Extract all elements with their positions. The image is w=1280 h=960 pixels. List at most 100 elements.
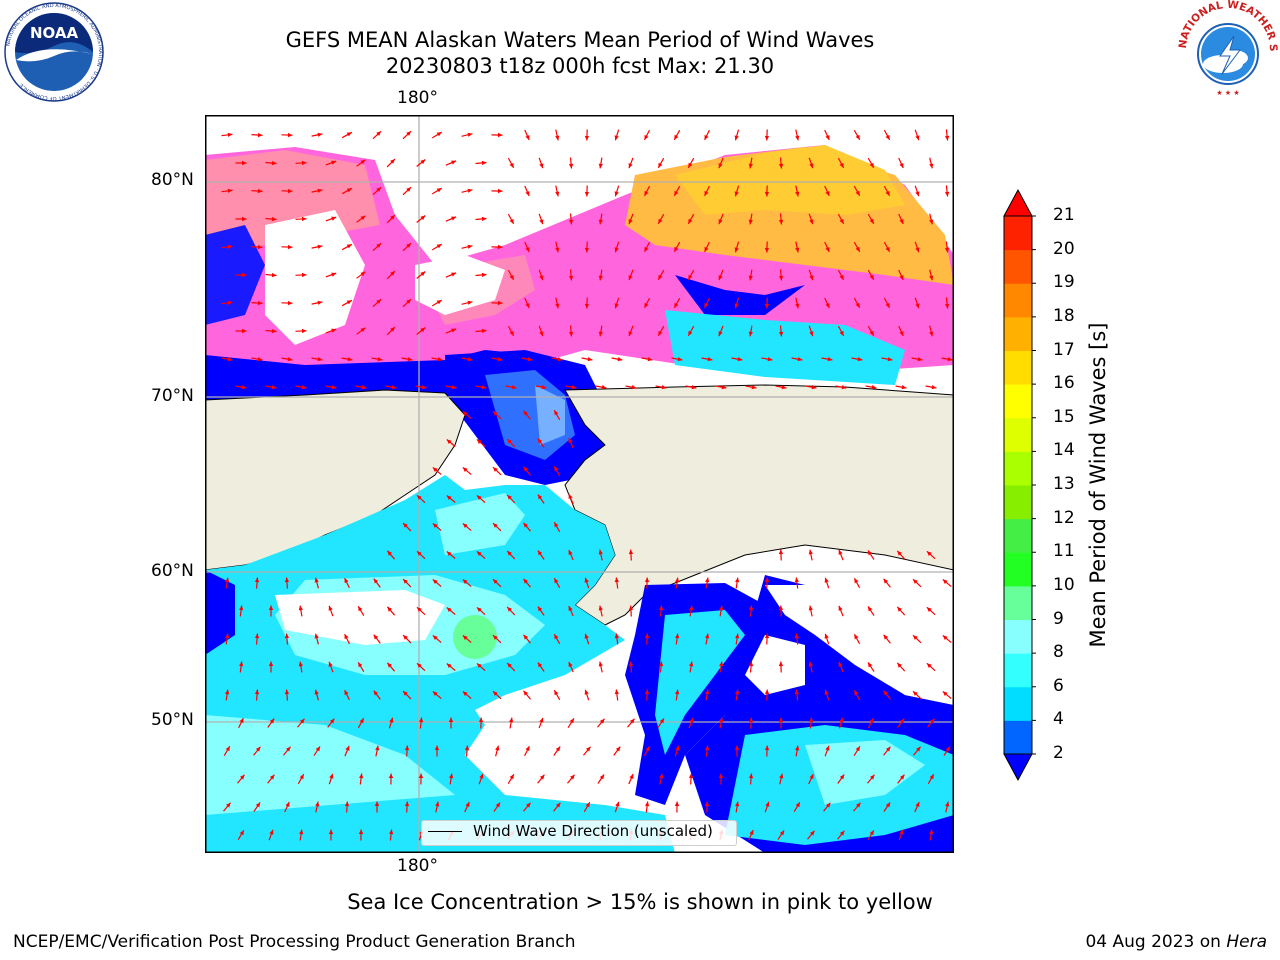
wind-wave-arrow [268, 605, 274, 617]
wind-wave-arrow [598, 213, 603, 225]
wind-wave-arrow [883, 634, 891, 644]
wind-wave-arrow [553, 802, 561, 812]
wind-wave-arrow [926, 550, 936, 560]
colorbar-segment [1004, 619, 1032, 654]
wind-wave-arrow [507, 157, 515, 169]
wind-wave-arrow [689, 661, 694, 673]
wind-wave-arrow [584, 185, 590, 197]
wind-wave-arrow [373, 634, 381, 644]
wind-wave-arrow [824, 185, 830, 197]
wind-wave-arrow [506, 606, 516, 616]
wind-wave-arrow [628, 157, 634, 169]
wind-wave-arrow [883, 690, 891, 700]
wind-wave-arrow [431, 131, 443, 139]
colorbar-tick-label: 17 [1053, 339, 1075, 360]
wind-wave-arrow [221, 300, 233, 305]
wind-wave-arrow [914, 129, 920, 141]
wind-wave-arrow [883, 297, 891, 309]
wind-wave-arrow [402, 242, 412, 252]
wind-wave-arrow [927, 773, 935, 785]
wind-wave-arrow [838, 661, 844, 673]
wind-wave-arrow [628, 661, 634, 673]
wind-wave-arrow [719, 605, 724, 617]
wind-wave-arrow [524, 185, 530, 197]
wind-wave-arrow [644, 689, 650, 701]
wind-wave-arrow [911, 357, 923, 362]
wind-wave-arrow [658, 605, 664, 617]
wind-wave-arrow [675, 633, 680, 645]
wind-wave-arrow [824, 689, 830, 701]
wind-wave-arrow [328, 605, 334, 617]
wind-wave-arrow [416, 159, 426, 167]
colorbar-segment [1004, 283, 1032, 318]
wind-wave-arrow [734, 129, 740, 141]
wind-wave-arrow [506, 494, 516, 504]
wind-wave-arrow [225, 577, 230, 589]
wind-wave-arrow [524, 241, 530, 253]
wind-wave-arrow [445, 160, 457, 166]
wind-wave-arrow [237, 829, 245, 841]
wind-wave-arrow [808, 213, 814, 225]
wind-wave-arrow [837, 269, 845, 281]
wind-wave-arrow [808, 773, 814, 785]
wind-wave-arrow [235, 385, 247, 390]
wind-wave-arrow [237, 774, 245, 784]
wind-wave-arrow [281, 188, 293, 194]
wind-wave-arrow [251, 357, 263, 362]
wind-wave-arrow [778, 157, 784, 169]
wind-wave-arrow [492, 522, 502, 532]
wind-wave-arrow [704, 185, 710, 197]
wind-wave-arrow [235, 272, 247, 278]
wind-wave-arrow [821, 357, 833, 362]
wind-wave-arrow [795, 297, 800, 309]
wind-wave-arrow [641, 357, 653, 362]
wind-wave-arrow [778, 213, 784, 225]
wind-wave-arrow [839, 717, 844, 729]
wind-wave-arrow [734, 241, 740, 253]
wind-wave-arrow [491, 244, 503, 250]
wind-wave-arrow [265, 272, 277, 278]
wind-wave-arrow [883, 241, 891, 253]
colorbar-segment [1004, 518, 1032, 553]
wind-wave-arrow [883, 746, 891, 756]
wind-wave-arrow [568, 437, 574, 449]
wind-wave-arrow [628, 325, 634, 337]
wind-wave-arrow [389, 829, 394, 841]
wind-wave-arrow [675, 689, 680, 701]
wind-wave-arrow [945, 801, 950, 813]
wind-wave-arrow [401, 357, 413, 362]
wind-wave-arrow [865, 385, 877, 390]
wind-wave-arrow [267, 718, 275, 728]
wind-wave-arrow [914, 185, 920, 197]
wind-wave-arrow [824, 577, 830, 589]
wind-wave-arrow [735, 801, 740, 813]
wind-wave-arrow [568, 549, 574, 561]
wind-wave-arrow [356, 159, 366, 167]
wind-wave-arrow [445, 385, 457, 390]
wind-wave-arrow [794, 689, 799, 701]
colorbar-tick-label: 9 [1053, 608, 1064, 629]
wind-wave-arrow [584, 129, 590, 141]
colorbar-segment [1004, 417, 1032, 452]
wind-wave-arrow [898, 829, 904, 841]
wind-wave-arrow [402, 130, 412, 140]
wind-wave-arrow [281, 357, 293, 362]
wind-wave-arrow [896, 550, 906, 560]
wind-wave-arrow [896, 662, 906, 672]
wind-wave-arrow [492, 578, 502, 588]
wind-wave-arrow [464, 745, 470, 757]
wind-wave-arrow [734, 185, 740, 197]
colorbar [1003, 188, 1036, 782]
wind-wave-arrow [386, 326, 396, 336]
wind-wave-arrow [883, 802, 891, 812]
wind-wave-arrow [764, 801, 770, 813]
wind-wave-arrow [235, 216, 247, 222]
wind-wave-arrow [808, 269, 814, 281]
wind-wave-arrow [298, 605, 303, 617]
wind-wave-arrow [223, 745, 231, 757]
wind-wave-arrow [718, 157, 724, 169]
wind-wave-arrow [748, 157, 753, 169]
wind-wave-arrow [491, 300, 503, 306]
wind-wave-arrow [251, 188, 263, 194]
wind-wave-arrow [553, 689, 561, 701]
